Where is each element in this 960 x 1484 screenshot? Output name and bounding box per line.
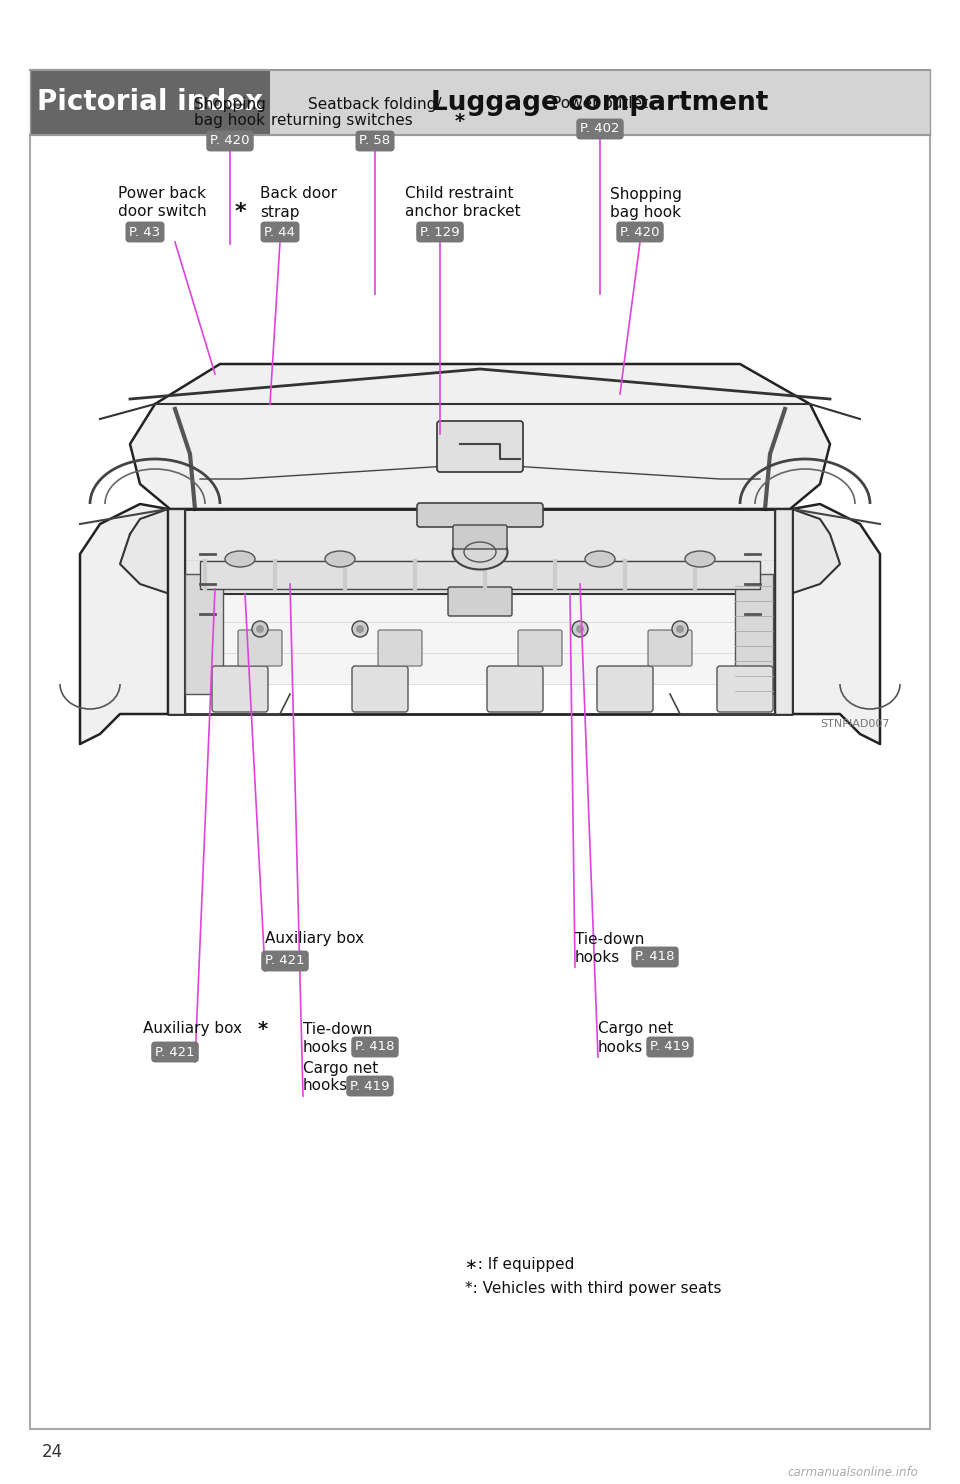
Circle shape [672,620,688,637]
Text: Pictorial index: Pictorial index [36,89,263,117]
Ellipse shape [225,551,255,567]
Text: P. 421: P. 421 [156,1046,195,1058]
Text: Seatback folding/: Seatback folding/ [308,96,442,111]
Text: Child restraint: Child restraint [405,187,514,202]
Text: Tie-down: Tie-down [303,1021,372,1036]
Circle shape [676,625,684,634]
Text: *: * [455,111,466,131]
FancyBboxPatch shape [417,503,543,527]
FancyBboxPatch shape [717,666,773,712]
Bar [735,574,773,695]
Bar [200,561,760,589]
Text: Back door: Back door [260,187,337,202]
Polygon shape [80,505,168,743]
Text: door switch: door switch [118,205,206,220]
Text: Auxiliary box: Auxiliary box [265,932,364,947]
Text: Cargo net: Cargo net [598,1021,673,1036]
Text: STNPIAD007: STNPIAD007 [820,720,890,729]
Text: Tie-down: Tie-down [575,932,644,947]
FancyBboxPatch shape [212,666,268,712]
Circle shape [252,620,268,637]
Text: bag hook: bag hook [195,113,266,129]
Circle shape [572,620,588,637]
Circle shape [576,625,584,634]
FancyBboxPatch shape [352,666,408,712]
Text: P. 419: P. 419 [650,1040,689,1054]
Bar [30,135,930,1429]
Bar [168,509,185,714]
Circle shape [352,620,368,637]
Text: P. 44: P. 44 [265,226,296,239]
Text: bag hook: bag hook [610,205,681,220]
Text: P. 418: P. 418 [355,1040,395,1054]
Bar [185,574,223,695]
Text: hooks: hooks [303,1039,348,1055]
Polygon shape [792,505,880,743]
Ellipse shape [685,551,715,567]
Text: 24: 24 [42,1442,63,1462]
Text: P. 418: P. 418 [636,950,675,963]
Text: P. 43: P. 43 [130,226,160,239]
Text: anchor bracket: anchor bracket [405,205,520,220]
Text: hooks: hooks [303,1079,348,1094]
Text: P. 58: P. 58 [359,135,391,147]
Circle shape [356,625,364,634]
Text: *: Vehicles with third power seats: *: Vehicles with third power seats [465,1282,722,1297]
Text: P. 420: P. 420 [210,135,250,147]
Ellipse shape [325,551,355,567]
Text: P. 419: P. 419 [350,1079,390,1092]
Text: Power outlet: Power outlet [552,96,648,111]
Text: Shopping: Shopping [194,96,266,111]
Polygon shape [120,509,840,594]
FancyBboxPatch shape [437,421,523,472]
Ellipse shape [585,551,615,567]
FancyBboxPatch shape [448,588,512,616]
Bar [30,70,270,135]
Polygon shape [130,364,830,509]
FancyBboxPatch shape [518,631,562,666]
FancyBboxPatch shape [648,631,692,666]
Text: Auxiliary box: Auxiliary box [143,1021,242,1036]
Text: *: * [235,202,247,223]
Text: returning switches: returning switches [271,113,413,129]
Text: Cargo net: Cargo net [303,1061,378,1076]
Text: strap: strap [260,205,300,220]
FancyBboxPatch shape [453,525,507,549]
Text: Luggage compartment: Luggage compartment [431,89,769,116]
Text: hooks: hooks [598,1039,643,1055]
Text: Power back: Power back [118,187,205,202]
Ellipse shape [452,534,508,570]
FancyBboxPatch shape [238,631,282,666]
Text: hooks: hooks [575,950,620,965]
Text: carmanualsonline.info: carmanualsonline.info [787,1466,918,1478]
FancyBboxPatch shape [378,631,422,666]
Bar [775,509,792,714]
Text: P. 421: P. 421 [265,954,305,968]
Bar [270,70,930,135]
Bar [185,528,775,684]
FancyBboxPatch shape [487,666,543,712]
Text: Shopping: Shopping [610,187,682,202]
Text: ∗: If equipped: ∗: If equipped [465,1257,574,1272]
Text: *: * [258,1020,268,1039]
Text: P. 420: P. 420 [620,226,660,239]
Text: P. 402: P. 402 [580,123,620,135]
Circle shape [256,625,264,634]
FancyBboxPatch shape [597,666,653,712]
Text: P. 129: P. 129 [420,226,460,239]
